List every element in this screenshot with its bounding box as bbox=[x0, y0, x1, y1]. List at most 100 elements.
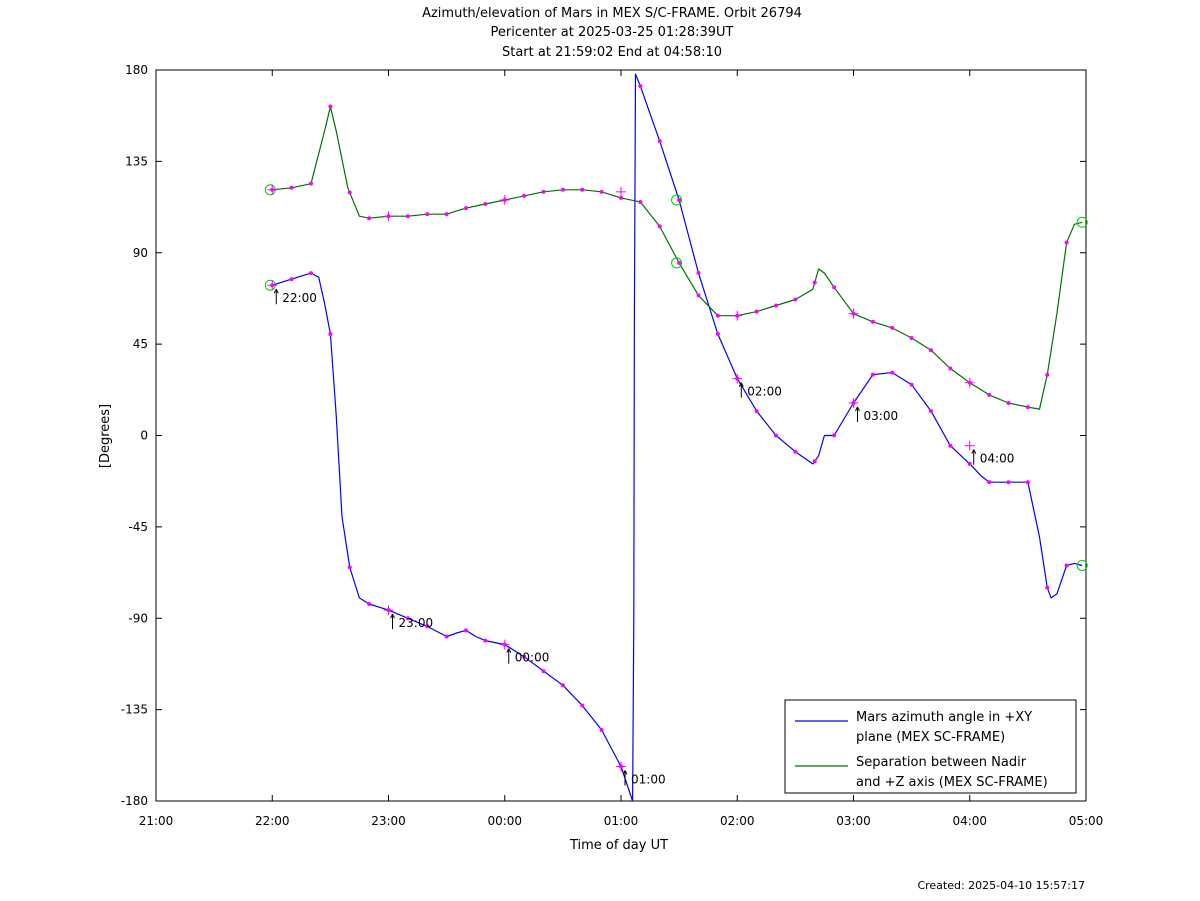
hour-arrow-head bbox=[738, 382, 742, 387]
hour-arrow-head bbox=[855, 406, 858, 412]
legend-label-separation-line-1: Separation between Nadir bbox=[856, 755, 1027, 770]
sample-point bbox=[483, 202, 488, 207]
sample-point bbox=[522, 193, 527, 198]
hour-marker-label: 03:00 bbox=[864, 409, 899, 423]
sample-point bbox=[987, 392, 992, 397]
sample-point bbox=[483, 638, 488, 643]
hour-marker-label: 04:00 bbox=[980, 452, 1015, 466]
sample-point bbox=[522, 654, 527, 659]
sample-point bbox=[367, 602, 372, 607]
sample-point bbox=[1006, 480, 1011, 485]
sample-point bbox=[289, 277, 294, 282]
y-tick-label: 90 bbox=[133, 246, 148, 260]
sample-point bbox=[967, 461, 972, 466]
hour-marker-label: 02:00 bbox=[747, 385, 782, 399]
chart-title-line-3: Start at 21:59:02 End at 04:58:10 bbox=[502, 45, 722, 60]
hour-arrow-head bbox=[622, 770, 626, 775]
x-axis-label: Time of day UT bbox=[569, 838, 668, 853]
sample-point bbox=[657, 139, 662, 144]
legend-label-azimuth-line-2: plane (MEX SC-FRAME) bbox=[856, 730, 1005, 745]
hour-arrow-head bbox=[973, 449, 977, 454]
y-tick-label: -180 bbox=[121, 794, 148, 808]
sample-point bbox=[948, 366, 953, 371]
sample-point bbox=[309, 181, 313, 186]
hour-arrow-head bbox=[624, 770, 628, 775]
sample-point bbox=[425, 212, 430, 217]
x-tick-label: 23:00 bbox=[371, 814, 406, 828]
legend-label-azimuth-line-1: Mars azimuth angle in +XY bbox=[856, 710, 1032, 725]
sample-point bbox=[870, 319, 875, 324]
series-line-azimuth bbox=[270, 73, 1083, 802]
series-line-separation bbox=[270, 105, 1083, 410]
sample-point bbox=[890, 370, 895, 375]
hour-arrow-head bbox=[275, 289, 279, 294]
sample-point bbox=[890, 325, 895, 330]
event-circle bbox=[1076, 216, 1088, 228]
sample-point bbox=[347, 190, 352, 195]
sample-point bbox=[464, 206, 468, 211]
chart-title-line-2: Pericenter at 2025-03-25 01:28:39UT bbox=[490, 25, 733, 40]
sample-point bbox=[715, 313, 720, 318]
sample-point bbox=[832, 433, 837, 438]
sample-point bbox=[347, 565, 352, 570]
sample-point bbox=[541, 189, 546, 194]
hour-marker-label: 22:00 bbox=[282, 291, 317, 305]
hour-arrow-head bbox=[740, 382, 744, 387]
x-tick-label: 05:00 bbox=[1069, 814, 1104, 828]
hour-marker-label: 00:00 bbox=[515, 651, 550, 665]
sample-point bbox=[754, 309, 759, 314]
sample-point bbox=[774, 303, 778, 308]
sample-point bbox=[987, 480, 992, 485]
sample-point bbox=[638, 84, 643, 89]
hour-arrow-head bbox=[273, 289, 277, 294]
sample-point bbox=[619, 195, 623, 200]
sample-point bbox=[1064, 563, 1069, 568]
x-tick-label: 21:00 bbox=[139, 814, 174, 828]
sample-point bbox=[560, 187, 565, 192]
x-tick-label: 02:00 bbox=[720, 814, 755, 828]
x-tick-label: 04:00 bbox=[952, 814, 987, 828]
sample-point bbox=[929, 348, 933, 353]
event-circle bbox=[671, 194, 683, 206]
legend: Mars azimuth angle in +XY plane (MEX SC-… bbox=[784, 699, 1077, 794]
sample-point bbox=[715, 332, 720, 337]
sample-point bbox=[1045, 372, 1050, 377]
y-tick-label: 135 bbox=[125, 154, 148, 168]
sample-point bbox=[1006, 401, 1011, 406]
plot-frame bbox=[155, 69, 1087, 802]
sample-point bbox=[657, 224, 662, 229]
sample-point bbox=[1045, 585, 1050, 590]
sample-point bbox=[560, 683, 565, 688]
sample-point bbox=[774, 433, 778, 438]
y-tick-label: 45 bbox=[133, 337, 148, 351]
sample-point bbox=[425, 624, 430, 629]
sample-point bbox=[696, 293, 701, 298]
sample-point bbox=[309, 271, 313, 276]
y-tick-label: -135 bbox=[121, 703, 148, 717]
sample-point bbox=[464, 628, 468, 633]
sample-point bbox=[405, 616, 410, 621]
hour-arrow-head bbox=[392, 613, 395, 619]
sample-point bbox=[948, 443, 953, 448]
legend-box bbox=[784, 699, 1077, 794]
event-circle bbox=[1076, 559, 1088, 571]
chart-title-line-1: Azimuth/elevation of Mars in MEX S/C-FRA… bbox=[422, 6, 802, 21]
sample-point bbox=[367, 216, 372, 221]
axis-ticks: 21:00 22:00 23:00 00:00 01:00 02:00 03:00 04:00… bbox=[121, 63, 1104, 828]
sample-point bbox=[599, 728, 604, 733]
sample-point bbox=[696, 270, 701, 275]
sample-point bbox=[328, 331, 333, 336]
y-tick-label: -90 bbox=[128, 611, 148, 625]
sample-point bbox=[1025, 405, 1030, 410]
sample-point bbox=[929, 409, 933, 414]
hour-arrow-head bbox=[390, 613, 393, 619]
created-footer: Created: 2025-04-10 15:57:17 bbox=[917, 879, 1085, 892]
hour-arrow-head bbox=[506, 648, 510, 653]
y-axis-label: [Degrees] bbox=[98, 404, 113, 468]
marker-layer: 22:00 23:00 00:00 01:00 02:00 03:00 04:00 bbox=[264, 84, 1088, 786]
sample-point bbox=[793, 449, 798, 454]
sample-point bbox=[677, 260, 682, 265]
hour-arrow-head bbox=[508, 648, 512, 653]
sample-point bbox=[909, 382, 914, 387]
